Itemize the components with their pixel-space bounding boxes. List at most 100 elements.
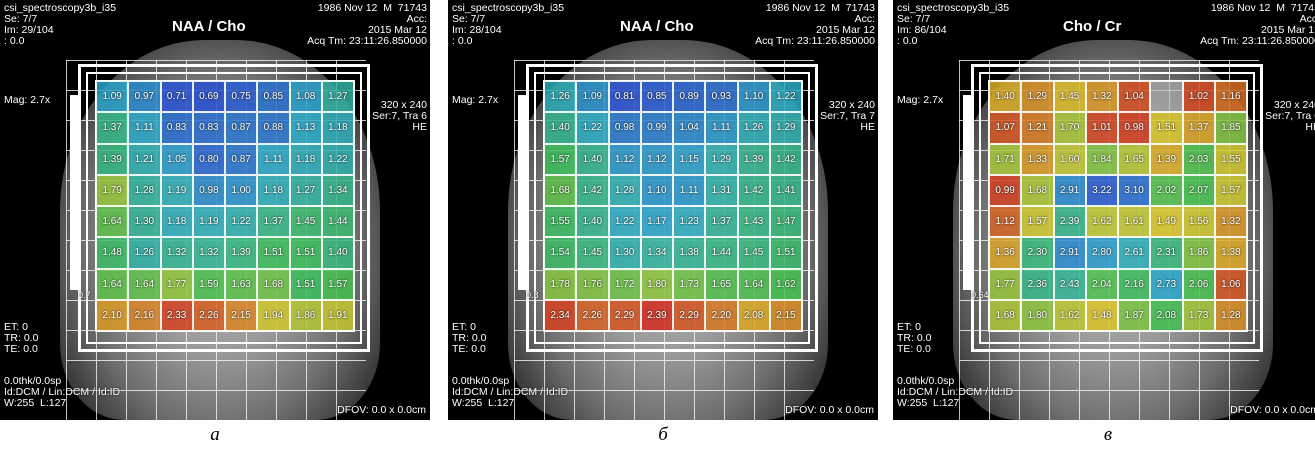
map-cell: 2.33	[160, 299, 193, 331]
sequence-params: ET: 0 TR: 0.0 TE: 0.0	[452, 321, 487, 355]
map-cell: 2.06	[1182, 268, 1215, 300]
map-cell: 0.87	[225, 143, 258, 175]
map-cell: 2.29	[608, 299, 641, 331]
map-cell: 1.62	[769, 268, 802, 300]
map-cell: 1.64	[96, 206, 129, 238]
panel-caption: в	[1103, 424, 1113, 445]
map-cell: 1.85	[1214, 112, 1247, 144]
map-cell: 1.51	[289, 237, 322, 269]
map-cell: 0.98	[1118, 112, 1151, 144]
map-cell: 1.39	[96, 143, 129, 175]
map-cell: 2.29	[673, 299, 706, 331]
map-cell: 1.73	[1182, 299, 1215, 331]
map-cell: 1.51	[1150, 112, 1183, 144]
map-cell: 1.80	[1021, 299, 1054, 331]
map-cell: 1.42	[769, 143, 802, 175]
map-cell: 1.04	[673, 112, 706, 144]
metabolite-map: 1.26 1.09 0.81 0.85 0.89 0.93 1.10 1.22 1.40 1.22…	[543, 80, 803, 332]
map-cell: 1.27	[321, 81, 354, 113]
map-cell: 1.34	[321, 174, 354, 206]
map-cell: 1.32	[192, 237, 225, 269]
map-cell: 1.34	[640, 237, 673, 269]
map-cell: 1.26	[544, 81, 577, 113]
map-cell: 2.16	[1118, 268, 1151, 300]
map-cell: 1.39	[1150, 143, 1183, 175]
map-cell: 1.18	[160, 206, 193, 238]
matrix-info: 320 x 240 Ser:7, Tra 6 HE	[1265, 99, 1315, 133]
map-cell: 1.57	[1021, 206, 1054, 238]
map-cell: 1.30	[608, 237, 641, 269]
map-cell: 1.23	[673, 206, 706, 238]
map-cell: 0.81	[608, 81, 641, 113]
matrix-info: 320 x 240 Ser:7, Tra 7 HE	[820, 99, 875, 133]
map-cell: 1.37	[705, 206, 738, 238]
map-cell: 1.71	[989, 143, 1022, 175]
map-cell: 0.83	[160, 112, 193, 144]
inner-frame	[979, 72, 1255, 344]
top-left-info: csi_spectroscopy3b_i35 Se: 7/7 Im: 29/10…	[4, 2, 117, 47]
map-cell: 1.62	[1085, 206, 1118, 238]
map-cell: 1.32	[1085, 81, 1118, 113]
map-cell: 1.68	[257, 268, 290, 300]
map-title: Cho / Cr	[1063, 18, 1122, 35]
map-cell: 1.65	[1118, 143, 1151, 175]
map-cell: 1.42	[737, 174, 770, 206]
map-cell: 1.19	[160, 174, 193, 206]
map-cell: 1.80	[640, 268, 673, 300]
map-cell: 2.03	[1182, 143, 1215, 175]
map-cell: 1.11	[128, 112, 161, 144]
left-bar	[518, 95, 526, 290]
map-cell: 1.42	[576, 174, 609, 206]
map-cell: 2.80	[1085, 237, 1118, 269]
map-cell: 1.77	[989, 268, 1022, 300]
image-panel: 1.40 1.29 1.45 1.32 1.04 1.02 1.16 1.07 1.21 1.70…	[893, 0, 1315, 450]
map-cell: 1.15	[673, 143, 706, 175]
dfov: DFOV: 0.0 x 0.0cm	[785, 404, 874, 416]
map-cell: 1.07	[989, 112, 1022, 144]
map-cell: 1.17	[640, 206, 673, 238]
map-cell: 1.39	[737, 143, 770, 175]
map-cell: 1.28	[128, 174, 161, 206]
map-cell: 1.05	[160, 143, 193, 175]
map-cell: 1.45	[737, 237, 770, 269]
map-cell: 2.02	[1150, 174, 1183, 206]
map-cell: 1.02	[1182, 81, 1215, 113]
map-cell: 2.08	[1150, 299, 1183, 331]
window-level-info: 0.0thk/0.0sp Id:DCM / Lin:DCM / Id:ID W:…	[452, 375, 569, 409]
map-cell: 1.40	[576, 206, 609, 238]
map-cell: 1.39	[225, 237, 258, 269]
map-cell: 1.22	[608, 206, 641, 238]
map-cell	[1150, 81, 1183, 113]
window-level-info: 0.0thk/0.0sp Id:DCM / Lin:DCM / Id:ID W:…	[4, 375, 121, 409]
map-cell: 1.18	[257, 174, 290, 206]
map-cell: 2.16	[128, 299, 161, 331]
map-cell: 1.06	[1214, 268, 1247, 300]
image-panel: 1.26 1.09 0.81 0.85 0.89 0.93 1.10 1.22 1.40 1.22…	[448, 0, 878, 450]
map-cell: 0.89	[673, 81, 706, 113]
map-cell: 2.43	[1053, 268, 1086, 300]
map-cell: 2.31	[1150, 237, 1183, 269]
map-cell: 1.21	[128, 143, 161, 175]
map-cell: 2.30	[1021, 237, 1054, 269]
map-cell: 1.70	[1053, 112, 1086, 144]
map-cell: 1.78	[544, 268, 577, 300]
map-cell: 0.97	[128, 81, 161, 113]
mri-scan: 1.09 0.97 0.71 0.69 0.75 0.85 1.08 1.27 1.37 1.11…	[0, 0, 430, 420]
inner-frame	[86, 72, 362, 344]
map-cell: 0.93	[705, 81, 738, 113]
map-cell: 1.11	[673, 174, 706, 206]
scale-marker: 0.64	[971, 290, 989, 300]
map-cell: 1.38	[673, 237, 706, 269]
map-cell: 1.26	[128, 237, 161, 269]
mri-scan: 1.26 1.09 0.81 0.85 0.89 0.93 1.10 1.22 1.40 1.22…	[448, 0, 878, 420]
top-right-info: 1986 Nov 12 M 71743 Acc: 2015 Mar 12 Acq…	[755, 2, 875, 47]
map-cell: 0.98	[192, 174, 225, 206]
map-cell: 2.07	[1182, 174, 1215, 206]
map-cell: 1.45	[576, 237, 609, 269]
top-right-info: 1986 Nov 12 M 71743 Acc: 2015 Mar 12 Acq…	[1200, 2, 1315, 47]
map-cell: 1.22	[769, 81, 802, 113]
map-cell: 1.13	[289, 112, 322, 144]
map-cell: 2.08	[737, 299, 770, 331]
map-cell: 1.68	[1021, 174, 1054, 206]
map-cell: 1.91	[321, 299, 354, 331]
